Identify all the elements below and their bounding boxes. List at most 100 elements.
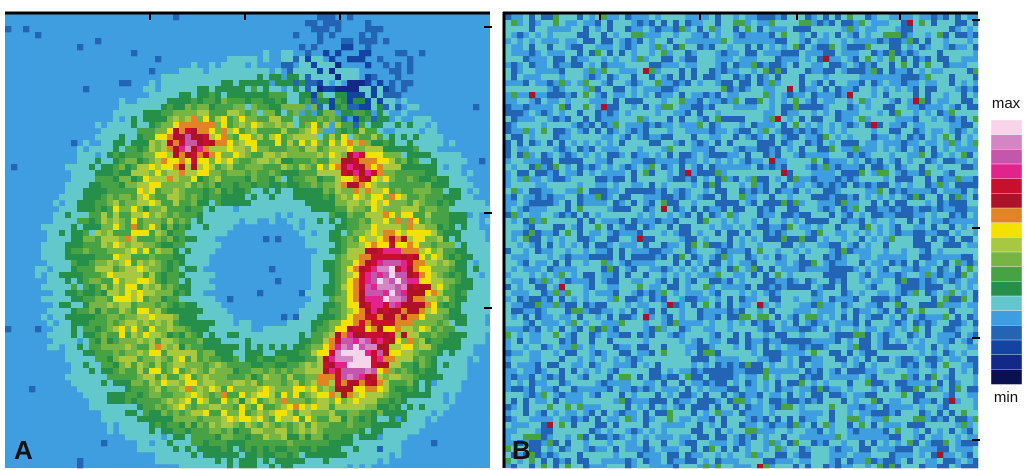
map-cell	[311, 398, 317, 404]
map-cell	[443, 176, 449, 182]
map-cell	[131, 242, 137, 248]
map-cell	[119, 260, 125, 266]
map-cell	[371, 134, 377, 140]
map-cell	[335, 164, 341, 170]
map-cell	[293, 440, 299, 446]
map-cell	[655, 80, 661, 86]
map-cell	[185, 188, 191, 194]
map-cell	[359, 134, 365, 140]
map-cell	[137, 362, 143, 368]
map-cell	[389, 446, 395, 452]
map-cell	[805, 14, 811, 20]
map-cell	[389, 440, 395, 446]
map-cell	[739, 86, 745, 92]
map-cell	[323, 362, 329, 368]
map-cell	[185, 434, 191, 440]
map-cell	[41, 242, 47, 248]
map-cell	[595, 62, 601, 68]
map-cell	[913, 68, 919, 74]
map-cell	[209, 386, 215, 392]
map-cell	[721, 44, 727, 50]
map-cell	[179, 380, 185, 386]
map-cell	[383, 164, 389, 170]
map-cell	[359, 128, 365, 134]
map-cell	[359, 164, 365, 170]
map-cell	[365, 458, 371, 464]
map-cell	[293, 452, 299, 458]
map-cell	[547, 92, 553, 98]
map-cell	[335, 116, 341, 122]
map-cell	[233, 56, 239, 62]
map-cell	[119, 224, 125, 230]
map-cell	[703, 122, 709, 128]
map-cell	[47, 260, 53, 266]
map-cell	[113, 314, 119, 320]
map-cell	[53, 218, 59, 224]
map-cell	[209, 434, 215, 440]
map-cell	[119, 326, 125, 332]
map-cell	[287, 200, 293, 206]
map-cell	[293, 422, 299, 428]
map-cell	[287, 116, 293, 122]
map-cell	[179, 440, 185, 446]
map-cell	[119, 344, 125, 350]
map-cell	[167, 374, 173, 380]
map-cell	[377, 356, 383, 362]
map-cell	[323, 26, 329, 32]
map-cell	[287, 338, 293, 344]
map-cell	[449, 332, 455, 338]
map-cell	[203, 464, 209, 468]
map-cell	[149, 404, 155, 410]
map-cell	[643, 122, 649, 128]
map-cell	[95, 284, 101, 290]
map-cell	[449, 338, 455, 344]
map-cell	[101, 338, 107, 344]
map-cell	[293, 116, 299, 122]
map-cell	[913, 44, 919, 50]
map-cell	[263, 344, 269, 350]
map-cell	[179, 194, 185, 200]
map-cell	[311, 278, 317, 284]
map-cell	[407, 422, 413, 428]
map-cell	[787, 38, 793, 44]
map-cell	[317, 110, 323, 116]
map-cell	[167, 410, 173, 416]
map-cell	[371, 362, 377, 368]
map-cell	[805, 110, 811, 116]
map-cell	[437, 158, 443, 164]
map-cell	[263, 356, 269, 362]
map-cell	[191, 140, 197, 146]
map-cell	[479, 278, 485, 284]
map-cell	[41, 284, 47, 290]
map-cell	[607, 104, 613, 110]
map-cell	[119, 176, 125, 182]
map-cell	[443, 152, 449, 158]
map-cell	[341, 200, 347, 206]
map-cell	[197, 248, 203, 254]
map-cell	[209, 236, 215, 242]
map-cell	[865, 86, 871, 92]
map-cell	[155, 272, 161, 278]
map-cell	[461, 356, 467, 362]
map-cell	[239, 74, 245, 80]
map-cell	[131, 428, 137, 434]
map-cell	[419, 158, 425, 164]
map-cell	[455, 164, 461, 170]
map-cell	[353, 122, 359, 128]
map-cell	[877, 122, 883, 128]
map-cell	[589, 110, 595, 116]
map-cell	[467, 278, 473, 284]
map-cell	[943, 104, 949, 110]
map-cell	[203, 386, 209, 392]
map-cell	[443, 302, 449, 308]
map-cell	[419, 332, 425, 338]
map-cell	[95, 188, 101, 194]
map-cell	[245, 392, 251, 398]
map-cell	[323, 296, 329, 302]
map-cell	[299, 356, 305, 362]
map-cell	[293, 158, 299, 164]
map-cell	[161, 344, 167, 350]
map-cell	[275, 128, 281, 134]
map-cell	[281, 98, 287, 104]
map-cell	[281, 80, 287, 86]
